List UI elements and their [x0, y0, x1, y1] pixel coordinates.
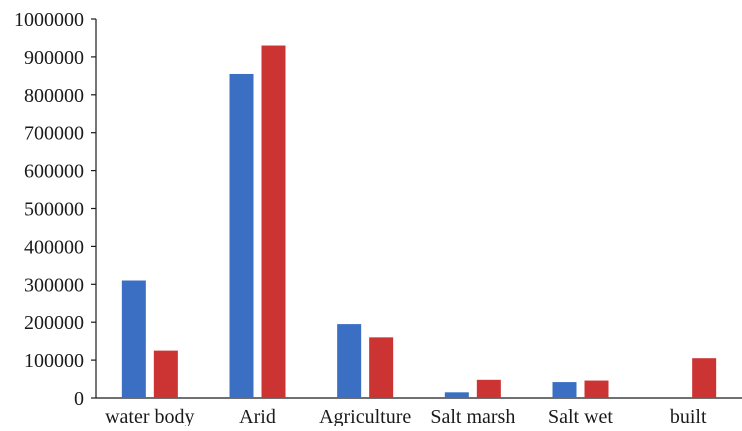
- bar-agriculture-series-1: [337, 324, 362, 398]
- y-tick-label: 0: [74, 388, 84, 410]
- y-tick-label: 600000: [24, 161, 84, 183]
- bar-salt-wet-series-1: [552, 382, 577, 398]
- bar-water-body-series-2: [153, 350, 178, 398]
- x-category-label: built: [670, 406, 707, 426]
- y-tick-label: 500000: [24, 199, 84, 221]
- y-tick-label: 1000000: [14, 9, 84, 31]
- bar-built-series-2: [692, 358, 717, 398]
- x-category-label: Salt wet: [548, 406, 613, 426]
- y-tick-label: 200000: [24, 312, 84, 334]
- y-axis: 0 100000 200000 300000 400000 500000 600000 700…: [14, 9, 97, 410]
- y-tick-label: 300000: [24, 274, 84, 296]
- bar-arid-series-1: [229, 73, 254, 398]
- x-axis: water body Arid Agriculture Salt marsh Salt …: [96, 397, 742, 428]
- y-tick-label: 900000: [24, 47, 84, 69]
- bars: [121, 45, 717, 398]
- x-category-label: Arid: [239, 406, 276, 426]
- y-tick-label: 700000: [24, 123, 84, 145]
- bar-agriculture-series-2: [369, 337, 394, 398]
- bar-salt-marsh-series-1: [444, 392, 469, 398]
- bar-water-body-series-1: [121, 280, 146, 398]
- bar-salt-wet-series-2: [584, 380, 609, 398]
- x-category-label: Agriculture: [319, 406, 411, 426]
- bar-salt-marsh-series-2: [476, 379, 501, 398]
- bar-arid-series-2: [261, 45, 286, 398]
- x-category-label: water body: [105, 406, 194, 426]
- y-tick-label: 100000: [24, 350, 84, 372]
- x-category-label: Salt marsh: [430, 406, 515, 426]
- y-tick-label: 800000: [24, 85, 84, 107]
- y-tick-label: 400000: [24, 236, 84, 258]
